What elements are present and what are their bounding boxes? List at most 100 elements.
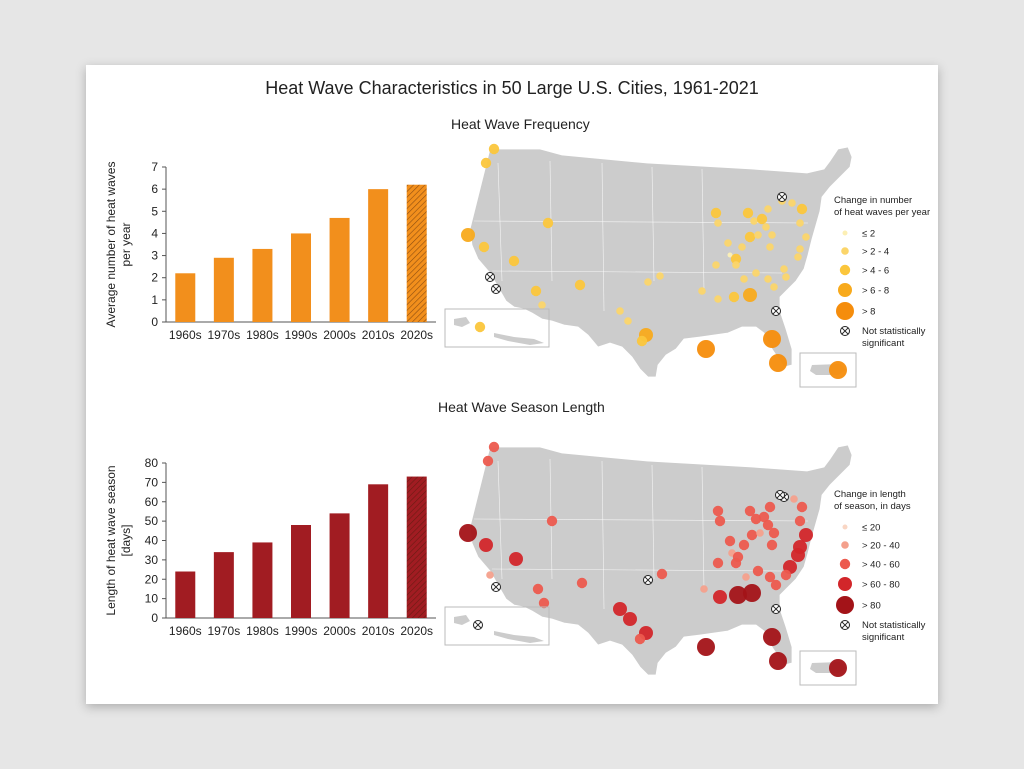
city-marker: [766, 539, 778, 551]
y-tick-label: 30: [145, 553, 159, 567]
y-tick-label: 3: [151, 249, 158, 263]
city-marker: [780, 569, 792, 581]
not-significant-cross: [492, 285, 500, 293]
city-marker: [479, 538, 493, 552]
conus-group: [461, 143, 853, 378]
city-marker: [488, 143, 500, 155]
legend-swatch: [838, 283, 852, 297]
city-marker: [714, 219, 722, 227]
city-marker: [459, 524, 477, 542]
city-marker: [576, 577, 588, 589]
not-significant-marker: [777, 192, 787, 202]
city-marker: [769, 652, 787, 670]
city-marker: [714, 515, 726, 527]
season-section-title: Heat Wave Season Length: [438, 399, 605, 415]
city-marker: [829, 659, 847, 677]
city-marker: [744, 505, 756, 517]
x-tick-label: 1990s: [285, 624, 318, 638]
not-significant-marker: [491, 284, 501, 294]
frequency-section-title: Heat Wave Frequency: [451, 116, 590, 132]
city-marker: [768, 527, 780, 539]
x-tick-label: 2010s: [362, 624, 395, 638]
city-marker: [724, 535, 736, 547]
x-tick-label: 1970s: [208, 328, 241, 342]
city-marker: [698, 287, 706, 295]
y-axis-label-line1: Average number of heat waves: [104, 162, 118, 328]
not-significant-marker: [643, 575, 653, 585]
city-marker: [656, 568, 668, 580]
y-tick-label: 20: [145, 572, 159, 586]
y-axis-label-line2: [days]: [119, 524, 133, 556]
y-axis-label-line2: per year: [119, 222, 133, 266]
city-marker: [796, 219, 804, 227]
city-marker: [782, 273, 790, 281]
y-tick-label: 70: [145, 475, 159, 489]
city-marker: [829, 361, 847, 379]
not-significant-marker: [775, 490, 785, 500]
city-marker: [744, 231, 756, 243]
legend-label: > 40 - 60: [862, 560, 900, 571]
puerto-rico-inset: [799, 650, 857, 686]
city-marker: [742, 573, 750, 581]
x-tick-label: 2000s: [323, 328, 356, 342]
bar-1960s: [175, 273, 196, 322]
city-marker: [656, 272, 664, 280]
legend-swatch: [842, 524, 848, 530]
city-marker: [762, 519, 774, 531]
city-marker: [616, 307, 624, 315]
city-marker: [754, 231, 762, 239]
city-marker: [788, 199, 796, 207]
city-marker: [764, 275, 772, 283]
state-border: [497, 460, 503, 580]
not-significant-cross: [841, 327, 849, 335]
y-tick-label: 10: [145, 592, 159, 606]
city-marker: [700, 585, 708, 593]
not-significant-cross: [492, 583, 500, 591]
legend-swatch: [841, 247, 849, 255]
figure-title: Heat Wave Characteristics in 50 Large U.…: [265, 78, 759, 98]
legend-swatch: [838, 577, 852, 591]
y-tick-label: 80: [145, 456, 159, 470]
bar-1980s: [252, 248, 273, 322]
y-tick-label: 2: [151, 271, 158, 285]
not-significant-cross: [644, 576, 652, 584]
city-marker: [794, 253, 802, 261]
city-marker: [766, 243, 774, 251]
city-marker: [738, 539, 750, 551]
state-border: [701, 466, 705, 590]
y-axis-label-line1: Length of heat wave season: [104, 465, 118, 615]
city-marker: [756, 213, 768, 225]
bar-1970s: [213, 257, 234, 322]
city-marker: [740, 275, 748, 283]
bar-1990s: [291, 525, 311, 618]
city-marker: [697, 340, 715, 358]
frequency-map: [444, 143, 857, 388]
y-tick-label: 4: [151, 226, 158, 240]
legend-label: > 80: [862, 601, 881, 612]
city-marker: [724, 239, 732, 247]
city-marker: [488, 441, 500, 453]
conus-shape: [469, 444, 853, 676]
hawaii-islands-shape: [494, 631, 544, 643]
legend-not-significant-line1: Not statistically: [862, 620, 926, 631]
city-marker: [574, 279, 586, 291]
x-tick-label: 1960s: [169, 328, 202, 342]
y-tick-label: 5: [151, 204, 158, 218]
city-marker: [474, 321, 486, 333]
legend-title-line2: of season, in days: [834, 501, 911, 512]
bar-1990s: [291, 233, 311, 322]
inset-frame: [799, 650, 857, 686]
not-significant-cross: [772, 605, 780, 613]
bar-1960s: [175, 571, 196, 618]
city-marker: [732, 261, 740, 269]
city-marker: [712, 261, 720, 269]
city-marker: [780, 265, 788, 273]
hawaii-shape: [454, 317, 470, 327]
city-marker: [763, 628, 781, 646]
city-marker: [768, 231, 776, 239]
legend-not-significant-line2: significant: [862, 632, 905, 643]
city-marker: [727, 252, 733, 258]
state-border: [651, 166, 655, 282]
legend-label: > 8: [862, 307, 875, 318]
